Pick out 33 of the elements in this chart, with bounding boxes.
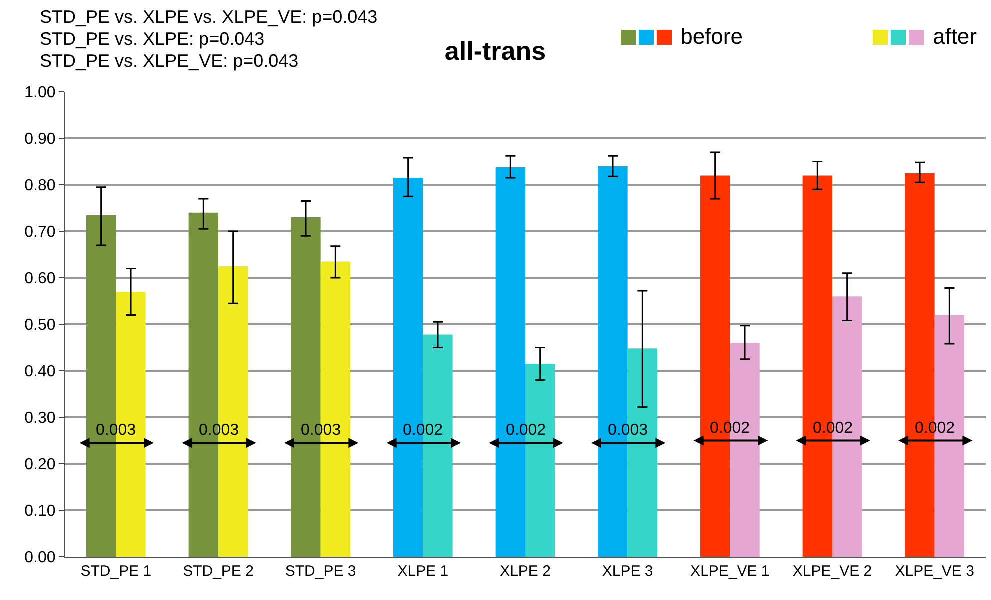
y-tick-label: 0.80: [24, 178, 56, 195]
x-tick-label: XLPE 3: [602, 563, 654, 580]
y-tick-label: 0.50: [24, 317, 56, 334]
legend-label: after: [932, 24, 977, 50]
x-tick-label: STD_PE 2: [183, 563, 254, 580]
y-tick-label: 0.40: [24, 364, 56, 381]
annotation: 0.003: [96, 422, 136, 439]
x-tick-label: XLPE_VE 3: [895, 563, 974, 580]
annotation: 0.003: [608, 422, 648, 439]
text: STD_PE vs. XLPE: p=0.043: [40, 28, 266, 50]
y-tick-label: 0.10: [24, 503, 56, 520]
y-tick-label: 0.30: [24, 410, 56, 428]
annotation: 0.003: [199, 422, 240, 439]
x-tick-label: STD_PE 3: [285, 563, 356, 580]
y-tick-label: 0.00: [24, 550, 56, 567]
x-tick-label: XLPE 1: [398, 563, 449, 580]
annotation: 0.003: [301, 422, 342, 439]
y-tick-label: 0.70: [24, 224, 56, 242]
x-tick-label: XLPE_VE 2: [792, 563, 872, 580]
annotation: 0.002: [710, 420, 750, 437]
text: STD_PE vs. XLPE vs. XLPE_VE: p=0.043: [40, 6, 378, 28]
x-tick-label: STD_PE 1: [80, 563, 152, 580]
x-tick-label: XLPE_VE 1: [690, 563, 770, 580]
legend-label: before: [680, 24, 743, 50]
annotation: 0.002: [506, 422, 546, 439]
x-tick-label: XLPE 2: [500, 563, 551, 580]
annotation: 0.002: [403, 422, 444, 439]
y-tick-label: 1.00: [24, 84, 56, 102]
y-tick-label: 0.20: [24, 456, 56, 474]
y-tick-label: 0.90: [24, 131, 56, 148]
y-tick-label: 0.60: [24, 270, 56, 288]
text: STD_PE vs. XLPE_VE: p=0.043: [40, 50, 300, 72]
chart-title: all-trans: [444, 36, 546, 66]
